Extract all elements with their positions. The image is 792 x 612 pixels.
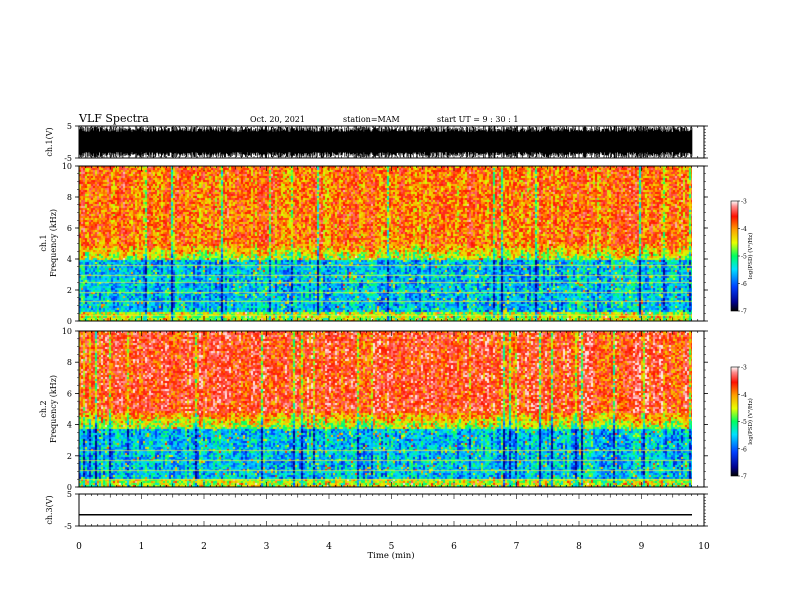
y-tick-label: 6 <box>67 389 72 398</box>
x-tick-label: 6 <box>451 542 457 552</box>
ch1-colorbar-tick-label: -3 <box>741 199 747 206</box>
ch2-colorbar-tick-label: -3 <box>741 365 747 372</box>
ch2-spectrogram-ylabel: Frequency (kHz) <box>49 375 58 443</box>
y-tick-label: 0 <box>67 483 72 492</box>
x-tick-label: 5 <box>389 542 395 552</box>
ch3-ylabel: ch.3(V) <box>45 495 54 524</box>
ch1-colorbar-tick-label: -7 <box>741 309 747 316</box>
date-label: Oct. 20, 2021 <box>250 115 305 124</box>
start-time-label: start UT = 9 : 30 : 1 <box>437 115 519 124</box>
station-label: station=MAM <box>343 115 400 124</box>
chart-title: VLF Spectra <box>79 112 149 125</box>
ch2-colorbar-tick-label: -7 <box>741 474 747 481</box>
ch2-spectrogram-ylabel: ch.2 <box>39 400 48 417</box>
y-tick-label: 8 <box>67 358 72 367</box>
y-tick-label: 4 <box>67 421 72 430</box>
y-tick-label: 10 <box>62 162 72 171</box>
x-tick-label: 4 <box>326 542 332 552</box>
y-tick-label: 4 <box>67 255 72 264</box>
ch1-colorbar-tick-label: -6 <box>741 281 747 288</box>
y-tick-label: 2 <box>67 452 72 461</box>
x-tick-label: 7 <box>514 542 520 552</box>
ch2-spectrogram-image <box>79 331 692 487</box>
y-tick-label: -5 <box>64 522 72 531</box>
ch1-colorbar-tick-label: -4 <box>741 226 747 233</box>
ch1-spectrogram-image <box>79 166 692 321</box>
x-tick-label: 8 <box>576 542 582 552</box>
x-axis-title: Time (min) <box>367 550 414 561</box>
ch2-colorbar-tick-label: -5 <box>741 419 747 426</box>
x-tick-label: 0 <box>76 542 82 552</box>
x-tick-label: 10 <box>698 542 710 552</box>
ch1-spectrogram-ylabel: Frequency (kHz) <box>49 209 58 277</box>
y-tick-label: 2 <box>67 286 72 295</box>
y-tick-label: 10 <box>62 327 72 336</box>
y-tick-label: 5 <box>67 122 72 131</box>
x-tick-label: 9 <box>639 542 645 552</box>
ch1-colorbar-bar <box>730 200 739 312</box>
ch2-colorbar-label: log(PSD) (V²/Hz) <box>747 398 754 445</box>
x-tick-label: 3 <box>264 542 270 552</box>
y-tick-label: 6 <box>67 224 72 233</box>
ch2-colorbar-tick-label: -4 <box>741 392 747 399</box>
x-tick-label: 2 <box>201 542 207 552</box>
y-tick-label: 8 <box>67 193 72 202</box>
ch1-ylabel: ch.1(V) <box>45 127 54 156</box>
y-tick-label: -5 <box>64 154 72 163</box>
ch1-colorbar-tick-label: -5 <box>741 254 747 261</box>
ch2-colorbar-bar <box>730 366 739 477</box>
y-tick-label: 0 <box>67 317 72 326</box>
ch1-colorbar-label: log(PSD) (V²/Hz) <box>747 233 754 280</box>
x-tick-label: 1 <box>139 542 145 552</box>
ch2-colorbar-tick-label: -6 <box>741 446 747 453</box>
ch1-spectrogram-ylabel: ch.1 <box>39 234 48 251</box>
y-tick-label: 5 <box>67 490 72 499</box>
